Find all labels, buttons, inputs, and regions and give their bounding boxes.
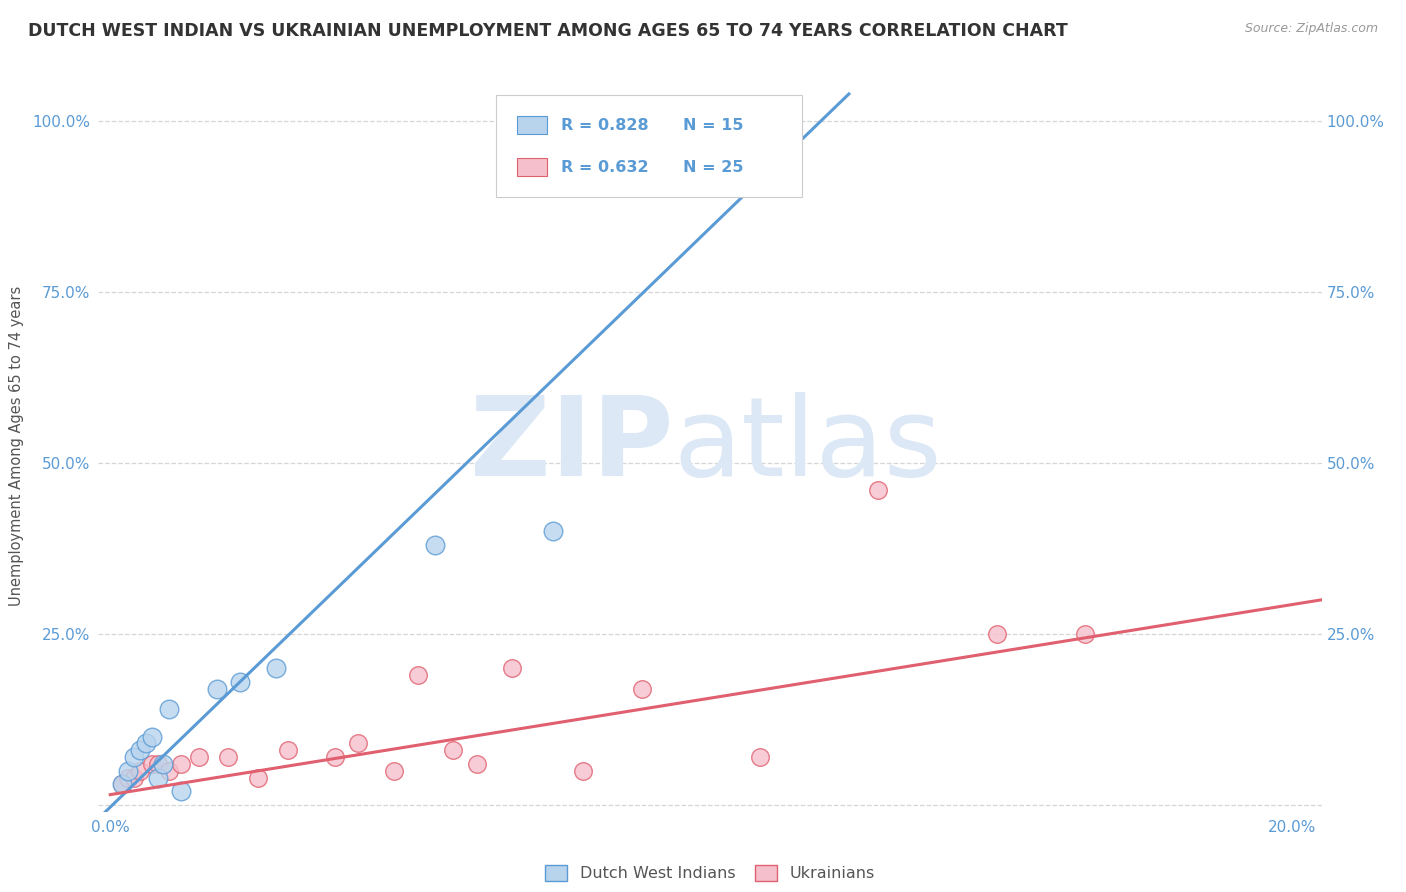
Point — [117, 771, 139, 785]
Point — [323, 750, 346, 764]
Point — [406, 668, 429, 682]
Text: N = 25: N = 25 — [683, 160, 744, 175]
Point — [572, 764, 595, 778]
Point — [986, 627, 1008, 641]
Point — [501, 661, 523, 675]
Point — [264, 661, 287, 675]
Legend: Dutch West Indians, Ukrainians: Dutch West Indians, Ukrainians — [538, 859, 882, 888]
Point — [868, 483, 890, 498]
Point — [205, 681, 228, 696]
Text: DUTCH WEST INDIAN VS UKRAINIAN UNEMPLOYMENT AMONG AGES 65 TO 74 YEARS CORRELATIO: DUTCH WEST INDIAN VS UKRAINIAN UNEMPLOYM… — [28, 22, 1069, 40]
Point — [111, 777, 134, 791]
FancyBboxPatch shape — [496, 95, 801, 197]
Point — [170, 784, 193, 798]
FancyBboxPatch shape — [517, 158, 547, 177]
Point — [141, 756, 163, 771]
Text: R = 0.828: R = 0.828 — [561, 118, 648, 133]
Text: atlas: atlas — [673, 392, 942, 500]
Point — [543, 524, 565, 539]
Point — [122, 771, 145, 785]
Y-axis label: Unemployment Among Ages 65 to 74 years: Unemployment Among Ages 65 to 74 years — [8, 285, 24, 607]
Point — [128, 764, 150, 778]
Point — [217, 750, 239, 764]
Point — [465, 756, 488, 771]
Point — [425, 538, 447, 552]
Point — [441, 743, 464, 757]
FancyBboxPatch shape — [517, 116, 547, 135]
Point — [122, 750, 145, 764]
Point — [128, 743, 150, 757]
Point — [135, 736, 157, 750]
Point — [117, 764, 139, 778]
Point — [111, 777, 134, 791]
Point — [382, 764, 405, 778]
Point — [631, 681, 654, 696]
Point — [157, 764, 180, 778]
Point — [1074, 627, 1097, 641]
Text: ZIP: ZIP — [470, 392, 673, 500]
Point — [146, 771, 169, 785]
Text: N = 15: N = 15 — [683, 118, 744, 133]
Point — [347, 736, 370, 750]
Point — [146, 756, 169, 771]
Point — [276, 743, 298, 757]
Point — [141, 730, 163, 744]
Text: R = 0.632: R = 0.632 — [561, 160, 648, 175]
Point — [187, 750, 209, 764]
Text: Source: ZipAtlas.com: Source: ZipAtlas.com — [1244, 22, 1378, 36]
Point — [170, 756, 193, 771]
Point — [229, 674, 252, 689]
Point — [157, 702, 180, 716]
Point — [749, 750, 772, 764]
Point — [152, 756, 174, 771]
Point — [246, 771, 269, 785]
